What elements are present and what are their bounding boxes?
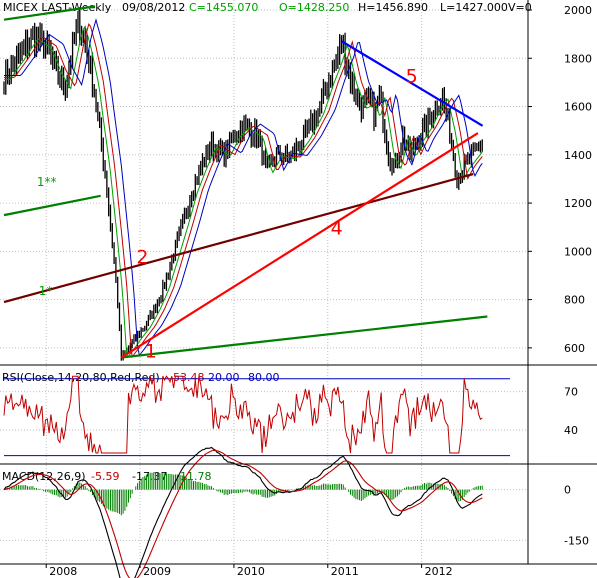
- trendline-1starstar: [3, 194, 101, 217]
- annotation-label: 5: [406, 65, 418, 87]
- trendlines: [3, 5, 488, 359]
- pane-frame: [0, 0, 597, 565]
- rsi-tick-label: 40: [564, 424, 578, 437]
- time-tick-label: 2010: [237, 565, 265, 578]
- price-tick-label: 1400: [564, 149, 592, 162]
- header-volume: V=0: [508, 1, 532, 14]
- moving-average-line: [4, 22, 483, 359]
- header-close: C=1455.070: [189, 1, 258, 14]
- rsi-tick-label: 70: [564, 386, 578, 399]
- rsi-upper: 80.00: [248, 371, 280, 384]
- trendline-1: [121, 315, 488, 359]
- price-tick-label: 2000: [564, 4, 592, 17]
- macd-tick-label: -150: [564, 534, 589, 547]
- price-tick-label: 800: [564, 294, 585, 307]
- time-axis: 2008 2009 2010 2011 2012: [45, 564, 453, 578]
- rsi-line: [3, 375, 483, 454]
- trendline-5: [341, 40, 484, 127]
- header-high: H=1456.890: [358, 1, 428, 14]
- trendline-4: [120, 132, 479, 359]
- price-tick-label: 1200: [564, 197, 592, 210]
- price-tick-label: 1000: [564, 245, 592, 258]
- header-title: MICEX LAST-Weekly: [3, 1, 112, 14]
- price-axis: 2000 1800 1600 1400 1200 1000 800 600: [528, 4, 592, 355]
- macd-tick-label: 0: [564, 484, 571, 497]
- price-tick-label: 1800: [564, 52, 592, 65]
- price-tick-label: 600: [564, 342, 585, 355]
- header-low: L=1427.000: [440, 1, 508, 14]
- rsi-label: RSI(Close,14,20,80,Red,Red): [2, 371, 160, 384]
- grid-lines: [0, 0, 528, 564]
- price-tick-label: 1600: [564, 101, 592, 114]
- header-open: O=1428.250: [279, 1, 349, 14]
- rsi-lower: 20.00: [208, 371, 240, 384]
- moving-average-line: [4, 18, 483, 357]
- time-tick-label: 2008: [49, 565, 77, 578]
- header-date: 09/08/2012: [122, 1, 185, 14]
- trendline-2: [3, 173, 474, 304]
- time-tick-label: 2012: [425, 565, 453, 578]
- annotations: 1 2 4 5 1** 1*: [37, 65, 418, 362]
- macd-value: -5.59: [91, 470, 119, 483]
- rsi-value: 53.48: [173, 371, 205, 384]
- annotation-label: 1*: [39, 284, 53, 298]
- rsi-series: [3, 375, 510, 457]
- macd-axis: 0 -150: [564, 484, 589, 548]
- annotation-label: 4: [331, 217, 343, 239]
- time-tick-label: 2011: [331, 565, 359, 578]
- trendline-1star: [3, 5, 96, 21]
- annotation-label: 1: [145, 341, 157, 363]
- price-series: [3, 7, 483, 361]
- annotation-label: 2: [136, 246, 148, 268]
- time-tick-label: 2009: [143, 565, 171, 578]
- annotation-label: 1**: [37, 175, 57, 189]
- rsi-axis: 70 40: [564, 386, 578, 437]
